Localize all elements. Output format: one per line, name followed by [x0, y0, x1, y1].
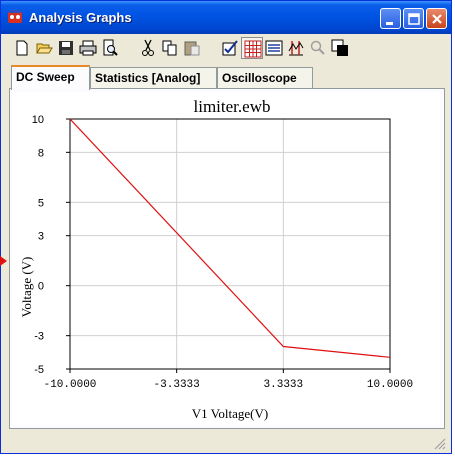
paste-icon	[184, 41, 200, 56]
chart-title: limiter.ewb	[194, 97, 271, 116]
series-line	[69, 118, 391, 358]
app-icon[interactable]	[7, 9, 23, 25]
open-icon	[36, 43, 53, 54]
y-tick-label: 0	[38, 281, 44, 293]
plot-frame	[69, 118, 391, 370]
maximize-button[interactable]	[403, 8, 424, 29]
dc-sweep-chart[interactable]: 10 8 5 3 0 -3 -5-10.0000 -3.3333 3.3333 10.0000 l…	[13, 92, 440, 425]
legend-toggle-button[interactable]	[263, 37, 285, 59]
new-icon	[16, 40, 28, 56]
close-button[interactable]	[426, 8, 447, 29]
y-axis-label: Voltage (V)	[19, 257, 34, 318]
zoom-button[interactable]	[307, 37, 329, 59]
print-button[interactable]	[77, 37, 99, 59]
restore-view-button[interactable]	[329, 37, 351, 59]
cut-icon	[142, 39, 154, 56]
new-button[interactable]	[11, 37, 33, 59]
x-axis-label: V1 Voltage(V)	[192, 406, 268, 421]
x-tick-label: 10.0000	[367, 379, 413, 391]
y-tick-label: 5	[38, 197, 44, 209]
x-tick-label: 3.3333	[264, 379, 304, 391]
title-bar[interactable]: Analysis Graphs	[1, 1, 451, 34]
graph-area[interactable]: 10 8 5 3 0 -3 -5 -10.0000 -3.3333 3.3333 10.0000 l…	[13, 92, 440, 425]
restore-view-icon	[331, 39, 348, 56]
grid-toggle-icon	[244, 40, 262, 58]
paste-button[interactable]	[181, 37, 203, 59]
save-button[interactable]	[55, 37, 77, 59]
properties-button[interactable]	[219, 37, 241, 59]
toolbar	[11, 37, 361, 63]
copy-icon	[162, 40, 177, 56]
tab-oscilloscope[interactable]: Oscilloscope	[217, 67, 313, 89]
print-preview-button[interactable]	[99, 37, 121, 59]
close-icon	[432, 14, 442, 24]
open-button[interactable]	[33, 37, 55, 59]
copy-button[interactable]	[159, 37, 181, 59]
properties-icon	[222, 40, 238, 56]
zoom-icon	[310, 40, 325, 55]
print-preview-icon	[103, 39, 118, 56]
marker-arrow-icon	[0, 256, 7, 266]
minimize-button[interactable]	[380, 8, 401, 29]
status-bar	[4, 431, 449, 452]
tab-dc-sweep[interactable]: DC Sweep	[11, 65, 90, 90]
legend-toggle-icon	[265, 40, 283, 56]
minimize-icon	[386, 22, 393, 25]
cursors-icon	[288, 41, 304, 56]
y-tick-label: 10	[32, 114, 44, 126]
cursors-button[interactable]	[285, 37, 307, 59]
y-tick-label: -3	[34, 331, 44, 343]
y-tick-label: 3	[38, 231, 44, 243]
tab-statistics-analog[interactable]: Statistics [Analog]	[90, 67, 217, 89]
window-title: Analysis Graphs	[29, 10, 132, 25]
grid-toggle-button[interactable]	[241, 37, 263, 59]
resize-grip-icon[interactable]	[434, 438, 446, 450]
save-icon	[59, 41, 73, 55]
x-tick-label: -3.3333	[154, 379, 200, 391]
y-tick-label: 8	[38, 147, 44, 159]
y-tick-label: -5	[34, 364, 44, 376]
print-icon	[79, 40, 97, 56]
maximize-icon	[408, 13, 420, 25]
x-tick-label: -10.0000	[44, 379, 97, 391]
cut-button[interactable]	[137, 37, 159, 59]
